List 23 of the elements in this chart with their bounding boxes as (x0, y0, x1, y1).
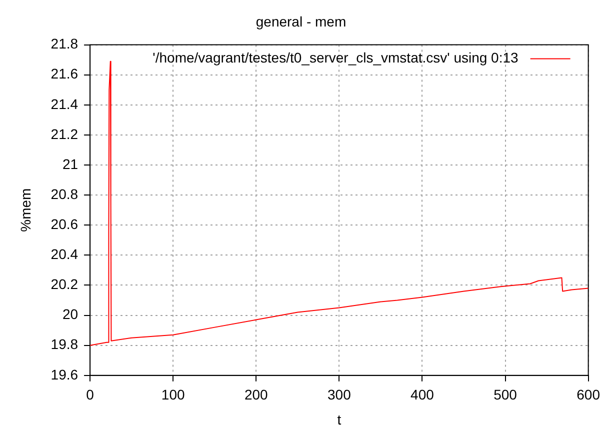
x-tick-label: 300 (328, 386, 352, 403)
y-tick-label: 21 (62, 156, 78, 172)
y-tick-label: 21.2 (50, 126, 78, 142)
x-tick-label: 200 (244, 386, 268, 403)
x-tick-label: 100 (161, 386, 185, 403)
y-axis-title: %mem (17, 188, 34, 232)
x-axis-title: t (337, 411, 342, 428)
legend-label: '/home/vagrant/testes/t0_server_cls_vmstat.csv' using 0:13 (152, 50, 519, 66)
x-tick-label: 600 (576, 386, 600, 403)
y-tick-label: 20.4 (50, 246, 78, 262)
y-tick-label: 20 (62, 306, 78, 322)
y-tick-label: 21.6 (50, 66, 78, 82)
y-tick-label: 20.6 (50, 216, 78, 232)
y-tick-label: 20.2 (50, 276, 78, 292)
x-tick-label: 0 (86, 386, 94, 403)
x-tick-label: 400 (410, 386, 434, 403)
y-tick-label: 19.8 (50, 336, 78, 352)
y-tick-label: 19.6 (50, 366, 78, 382)
y-tick-label: 21.4 (50, 96, 78, 112)
x-tick-label: 500 (494, 386, 518, 403)
chart-title: general - mem (256, 13, 346, 30)
y-tick-label: 21.8 (50, 36, 78, 52)
y-tick-label: 20.8 (50, 186, 78, 202)
